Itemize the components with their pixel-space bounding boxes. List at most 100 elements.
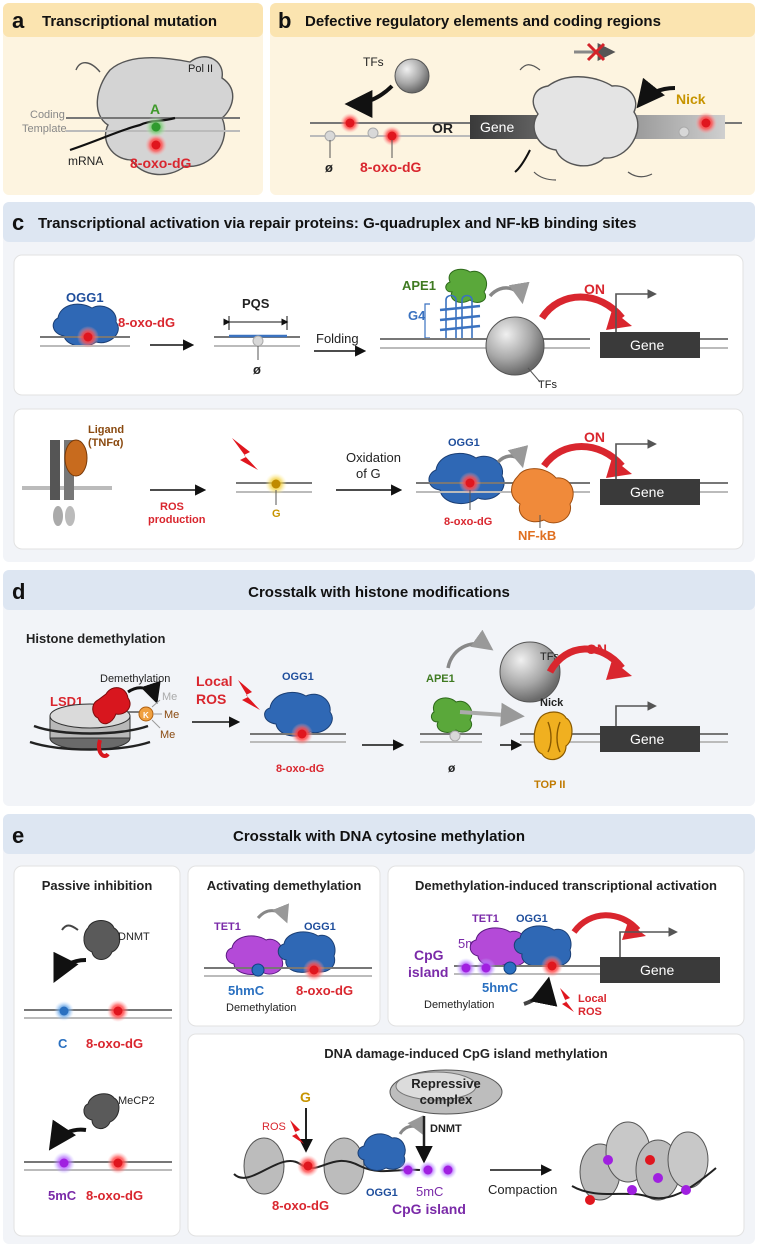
c-top-g4-label: G4: [408, 308, 426, 323]
e-transcriptional-tss-arrow: [619, 927, 678, 957]
panel-b-header: [270, 3, 755, 37]
base-a-dot: [151, 122, 161, 132]
d-local-label: Local: [196, 673, 233, 689]
e-transcriptional-local-label: Local: [578, 993, 607, 1005]
e-compacted-lesion-2: [645, 1155, 655, 1165]
e-activating-ogg1-label: OGG1: [304, 921, 336, 933]
panel-d-background: [3, 570, 755, 806]
e-transcriptional-gene-label: Gene: [640, 962, 674, 978]
panel-a-letter: a: [12, 8, 25, 33]
b-motion-mark-1: [533, 171, 557, 181]
c-bottom-recruit-arrow: [496, 445, 529, 469]
c-top-tfs-pointer: [527, 367, 541, 383]
d-me-bond-1: [151, 699, 161, 708]
d-abasic-label: ø: [448, 761, 456, 775]
e-activating-lesion-label: 8-oxo-dG: [296, 983, 353, 998]
c-bottom-g-dot: [271, 479, 281, 489]
e-transcriptional-ros-label: ROS: [578, 1006, 602, 1018]
c-top-folding-label: Folding: [316, 331, 359, 346]
e-damage-lesion: [303, 1161, 313, 1171]
pol-ii-shape: [96, 56, 234, 176]
d-nick-label: Nick: [540, 697, 564, 709]
e-compacted-5mc-3: [653, 1173, 663, 1183]
d-me-label-1: Me: [162, 691, 177, 703]
e-dnmt-arrow: [53, 951, 87, 984]
d-lesion: [297, 729, 307, 739]
c-top-tf-sphere: [485, 316, 545, 376]
panel-d-subtitle: Histone demethylation: [26, 631, 165, 646]
panel-d-header: [3, 570, 755, 610]
e-mecp2-shape: [83, 1093, 120, 1129]
e-passive-title: Passive inhibition: [42, 878, 153, 893]
e-compacted-5mc-2: [627, 1185, 637, 1195]
c-bottom-ros-bolt-icon: [232, 438, 258, 470]
b-lesion-1: [345, 118, 355, 128]
e-transcriptional-ogg1-label: OGG1: [516, 913, 548, 925]
c-top-abasic-label: ø: [253, 362, 261, 377]
e-damage-dna-path: [233, 1159, 421, 1179]
e-damage-5mc-label: 5mC: [416, 1184, 443, 1199]
panel-a: a Transcriptional mutation Pol II Coding…: [3, 3, 263, 195]
c-bottom-gene-label: Gene: [630, 484, 664, 500]
e-damage-5mc-dot-3: [443, 1165, 453, 1175]
d-top2-shape: [533, 711, 573, 761]
b-polymerase-shape: [532, 76, 639, 167]
e-damage-recruit-arrow: [398, 1115, 424, 1136]
e-transcriptional-cpg-label-1: CpG: [414, 947, 444, 963]
e-compacted-dna: [571, 1167, 717, 1200]
b-lesion-3: [701, 118, 711, 128]
e-damage-cpgisland-label: CpG island: [392, 1201, 466, 1217]
b-motion-mark-2: [627, 171, 653, 178]
d-ape1-label: APE1: [426, 673, 455, 685]
e-c-dot: [59, 1006, 69, 1016]
b-rna-strand: [514, 149, 531, 173]
d-abasic-site: [449, 730, 461, 742]
panel-b-tfs-label: TFs: [363, 55, 384, 69]
d-recruit-arrow: [446, 629, 494, 669]
c-bottom-ogg1-label: OGG1: [448, 437, 480, 449]
c-top-pqs-label: PQS: [242, 296, 270, 311]
b-gene-label: Gene: [480, 119, 514, 135]
e-damage-5mc-dot-2: [423, 1165, 433, 1175]
d-nucleosome-dna: [29, 724, 151, 751]
e-dnmt-tail: [61, 924, 79, 931]
e-transcriptional-gene-box: [600, 957, 720, 983]
c-bottom-nfkb-shape: [511, 468, 574, 524]
b-abasic-label: ø: [325, 160, 333, 175]
e-passive-lesion-2-label: 8-oxo-dG: [86, 1188, 143, 1203]
panel-c: c Transcriptional activation via repair …: [3, 202, 755, 562]
c-bottom-ligand-label-2: (TNFα): [88, 437, 124, 449]
panel-e-header: [3, 814, 755, 854]
c-bottom-ros-label-2: production: [148, 514, 206, 526]
d-demethylation-arrow: [127, 680, 161, 704]
d-on-arrowhead: [606, 660, 632, 680]
c-bottom-ros-label-1: ROS: [160, 501, 184, 513]
c-bottom-nfkb-label: NF-kB: [518, 528, 556, 543]
c-top-tss-arrow: [615, 289, 657, 332]
e-transcriptional-lesion: [547, 961, 557, 971]
d-ros-bolt-icon: [238, 680, 260, 710]
e-damage-ros-bolt-icon: [290, 1120, 304, 1144]
base-a-label: A: [150, 101, 160, 117]
e-activating-5hmc-label: 5hmC: [228, 983, 265, 998]
d-top2-detail: [547, 721, 561, 753]
mrna-label: mRNA: [68, 154, 103, 168]
e-dnmt-label: DNMT: [118, 931, 150, 943]
c-top-on-arrowhead: [606, 310, 632, 330]
e-damage-compaction-label: Compaction: [488, 1182, 557, 1197]
d-lysine-label: K: [143, 711, 149, 720]
e-transcriptional-5hmc-label: 5hmC: [482, 980, 519, 995]
c-top-box: [13, 254, 744, 396]
panel-e: e Crosstalk with DNA cytosine methylatio…: [3, 814, 755, 1244]
e-activating-tet1-label: TET1: [214, 921, 241, 933]
e-c-label: C: [58, 1036, 68, 1051]
d-lsd1-tail: [97, 739, 110, 758]
e-activating-lesion: [309, 965, 319, 975]
e-damage-ros-label: ROS: [262, 1121, 286, 1133]
d-me-label-3: Me: [160, 729, 175, 741]
coding-label: Coding: [30, 109, 65, 121]
d-me-bond-3: [151, 719, 161, 729]
c-top-on-arrow: [539, 293, 625, 321]
e-5mc-label: 5mC: [48, 1188, 77, 1203]
e-transcriptional-5mc-dot-1: [461, 963, 471, 973]
